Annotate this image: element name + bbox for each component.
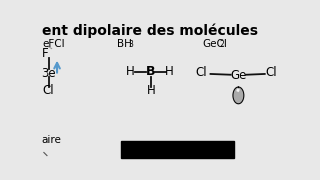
Text: F: F (42, 48, 49, 60)
Text: Cl: Cl (42, 84, 54, 97)
Text: H: H (147, 84, 155, 97)
Text: B: B (146, 65, 156, 78)
Text: Cl: Cl (265, 66, 277, 79)
Text: ent dipolaire des molécules: ent dipolaire des molécules (42, 23, 258, 38)
Text: eFCl: eFCl (42, 39, 65, 49)
Text: Cl: Cl (196, 66, 207, 79)
Text: BH: BH (117, 39, 132, 49)
Text: GeCl: GeCl (203, 39, 228, 49)
Text: 2: 2 (220, 40, 225, 49)
Bar (121, 141, 234, 158)
Text: aire: aire (42, 135, 61, 145)
Polygon shape (237, 89, 239, 91)
Text: H: H (165, 65, 174, 78)
Text: H: H (125, 65, 134, 78)
Text: 3e: 3e (42, 67, 56, 80)
Text: 3: 3 (128, 40, 133, 49)
Text: Ge: Ge (230, 69, 247, 82)
Polygon shape (233, 87, 244, 104)
